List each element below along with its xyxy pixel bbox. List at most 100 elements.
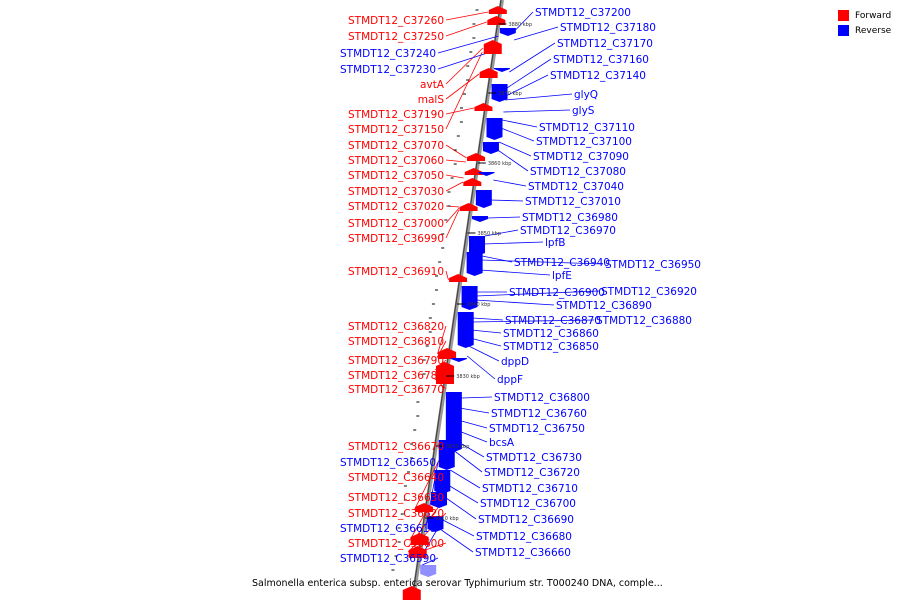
reverse-leader bbox=[481, 259, 604, 265]
reverse-gene bbox=[468, 236, 485, 256]
tick-label: 3830 kbp bbox=[456, 374, 480, 380]
reverse-gene-label-right: STMDT12_C36700 bbox=[480, 498, 576, 510]
forward-gene bbox=[438, 348, 457, 359]
forward-gene-label: STMDT12_C36780 bbox=[348, 370, 444, 382]
reverse-leader bbox=[457, 419, 488, 429]
forward-leader bbox=[437, 325, 447, 355]
tick-label: 3870 kbp bbox=[498, 91, 522, 97]
forward-leader bbox=[445, 159, 467, 163]
backbone-layer bbox=[411, 0, 504, 600]
reverse-leader bbox=[466, 355, 496, 380]
gene-labels: STMDT12_C37260 STMDT12_C37250 avtA malS STMD… bbox=[340, 7, 701, 565]
forward-leader bbox=[445, 207, 460, 224]
forward-gene-label: STMDT12_C37000 bbox=[348, 218, 444, 230]
tick-label: 3850 kbp bbox=[477, 231, 501, 237]
reverse-leader bbox=[469, 337, 502, 347]
forward-gene bbox=[488, 6, 507, 14]
reverse-leader bbox=[515, 11, 534, 31]
reverse-gene-label-right: STMDT12_C37040 bbox=[528, 181, 624, 193]
forward-leader bbox=[445, 181, 464, 192]
reverse-gene-label-right: STMDT12_C36860 bbox=[503, 328, 599, 340]
reverse-gene-label-right: STMDT12_C37100 bbox=[536, 136, 632, 148]
forward-leader bbox=[445, 209, 460, 239]
reverse-gene bbox=[438, 440, 455, 470]
reverse-gene-label-right: STMDT12_C36940 bbox=[514, 257, 610, 269]
reverse-gene-label-right: STMDT12_C36660 bbox=[475, 547, 571, 559]
forward-gene-label: STMDT12_C36620 bbox=[348, 508, 444, 520]
gene-features bbox=[402, 6, 516, 600]
reverse-leader bbox=[472, 317, 504, 321]
forward-leader bbox=[445, 51, 483, 130]
reverse-gene-label-right: STMDT12_C36920 bbox=[601, 286, 697, 298]
backbone-shadow bbox=[411, 0, 504, 600]
reverse-gene-label-right: STMDT12_C37180 bbox=[560, 22, 656, 34]
reverse-gene-label-right: STMDT12_C36900 bbox=[509, 287, 605, 299]
forward-gene bbox=[410, 533, 429, 545]
forward-leader bbox=[445, 21, 487, 37]
forward-gene bbox=[408, 546, 427, 558]
forward-leader bbox=[445, 47, 484, 85]
forward-gene-label: STMDT12_C36640 bbox=[348, 472, 444, 484]
reverse-gene-label-right: STMDT12_C37170 bbox=[557, 38, 653, 50]
forward-leader bbox=[445, 174, 464, 179]
reverse-gene bbox=[434, 470, 451, 494]
reverse-gene bbox=[478, 172, 495, 176]
forward-gene bbox=[463, 178, 482, 186]
tick-label: 3860 kbp bbox=[488, 161, 512, 167]
reverse-swatch bbox=[838, 25, 849, 36]
forward-gene-label: STMDT12_C36600 bbox=[348, 538, 444, 550]
reverse-leader bbox=[453, 449, 483, 473]
forward-swatch bbox=[838, 10, 849, 21]
forward-leader bbox=[445, 270, 449, 281]
reverse-leader bbox=[505, 93, 573, 101]
reverse-gene-label-right: STMDT12_C36690 bbox=[478, 514, 574, 526]
reverse-leader bbox=[419, 557, 439, 567]
tick-label: 3880 kbp bbox=[508, 22, 532, 28]
forward-leader bbox=[445, 73, 480, 100]
forward-leader bbox=[445, 107, 475, 115]
reverse-gene bbox=[420, 565, 437, 577]
forward-gene-label: avtA bbox=[420, 79, 445, 91]
forward-gene bbox=[459, 203, 478, 211]
reverse-gene-label-right: STMDT12_C36800 bbox=[494, 392, 590, 404]
reverse-leader bbox=[490, 199, 524, 202]
reverse-gene bbox=[466, 252, 483, 276]
forward-gene-label: STMDT12_C36990 bbox=[348, 233, 444, 245]
forward-gene-label: STMDT12_C37260 bbox=[348, 15, 444, 27]
reverse-gene bbox=[431, 492, 448, 508]
forward-gene-label: STMDT12_C37050 bbox=[348, 170, 444, 182]
tick-label: 3820 kbp bbox=[446, 444, 470, 450]
legend-forward-label: Forward bbox=[855, 10, 892, 21]
map-caption: Salmonella enterica subsp. enterica sero… bbox=[252, 578, 663, 589]
forward-gene-label: STMDT12_C36670 bbox=[348, 441, 444, 453]
reverse-gene-label-right: dppD bbox=[501, 356, 529, 368]
forward-gene-label: STMDT12_C36630 bbox=[348, 492, 444, 504]
reverse-gene-label-right: bcsA bbox=[489, 437, 515, 449]
forward-gene-label: STMDT12_C37020 bbox=[348, 201, 444, 213]
reverse-leader bbox=[442, 519, 475, 537]
reverse-leader bbox=[493, 179, 527, 187]
reverse-leader bbox=[445, 497, 477, 520]
reverse-gene-label-right: STMDT12_C36980 bbox=[522, 212, 618, 224]
reverse-gene-label-right: glyS bbox=[572, 105, 595, 117]
reverse-leader bbox=[437, 35, 499, 54]
reverse-leader bbox=[479, 269, 551, 276]
reverse-gene bbox=[445, 392, 462, 452]
forward-gene-label: STMDT12_C37070 bbox=[348, 140, 444, 152]
reverse-gene-label-right: STMDT12_C36760 bbox=[491, 408, 587, 420]
reverse-gene-label-right: STMDT12_C36750 bbox=[489, 423, 585, 435]
legend: Forward Reverse bbox=[838, 8, 898, 38]
reverse-leader bbox=[483, 241, 544, 245]
reverse-gene bbox=[499, 28, 516, 36]
reverse-leader bbox=[513, 26, 559, 41]
forward-gene-label: STMDT12_C37150 bbox=[348, 124, 444, 136]
reverse-gene-label-right: STMDT12_C36880 bbox=[596, 315, 692, 327]
reverse-leader bbox=[509, 42, 556, 73]
legend-reverse-label: Reverse bbox=[855, 25, 892, 36]
reverse-gene-label-right: STMDT12_C37110 bbox=[539, 122, 635, 134]
forward-gene-label: STMDT12_C36820 bbox=[348, 321, 444, 333]
backbone-line bbox=[411, 0, 502, 600]
reverse-gene bbox=[482, 142, 499, 154]
reverse-gene-label-right: STMDT12_C37140 bbox=[550, 70, 646, 82]
reverse-leader bbox=[502, 119, 538, 128]
